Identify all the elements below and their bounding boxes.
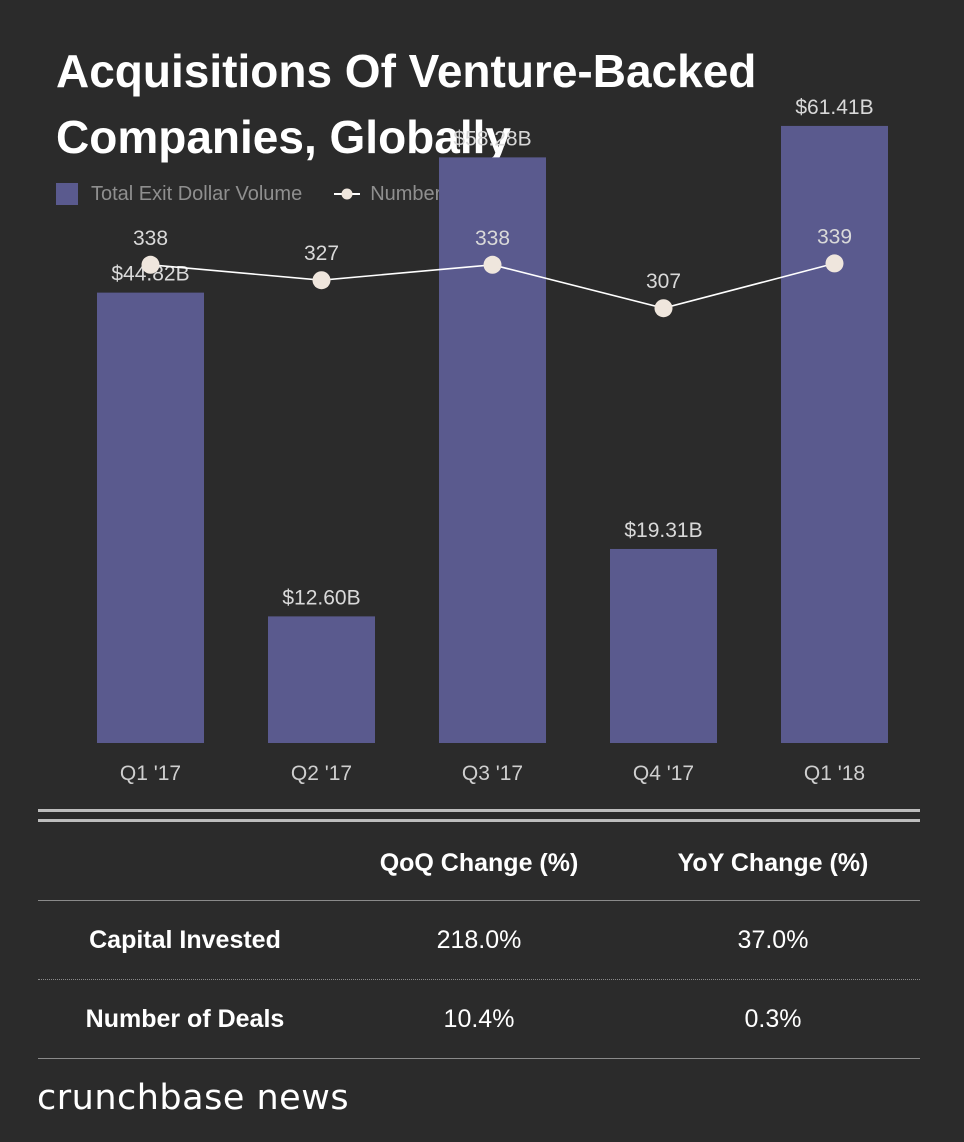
x-tick-label: Q1 '18 <box>804 762 865 785</box>
table-header-row: QoQ Change (%) YoY Change (%) <box>38 826 920 901</box>
bar <box>268 616 375 743</box>
deals-point <box>654 299 673 318</box>
deals-value-label: 339 <box>817 225 852 248</box>
x-tick-label: Q2 '17 <box>291 762 352 785</box>
change-table: QoQ Change (%) YoY Change (%) Capital In… <box>38 826 920 1059</box>
deals-value-label: 338 <box>133 227 168 250</box>
divider-top <box>38 809 920 812</box>
legend-bar-label: Total Exit Dollar Volume <box>91 182 303 205</box>
table-row: Capital Invested 218.0% 37.0% <box>38 901 920 980</box>
deals-value-label: 338 <box>475 227 510 250</box>
deals-value-label: 307 <box>646 270 681 293</box>
deals-point <box>141 255 160 274</box>
deals-point <box>312 271 331 290</box>
x-tick-label: Q1 '17 <box>120 762 181 785</box>
chart-title: Acquisitions Of Venture-Backed Companies… <box>56 45 757 163</box>
bar-value-label: $61.41B <box>795 96 873 119</box>
bar-value-label: $12.60B <box>282 586 360 609</box>
x-tick-label: Q4 '17 <box>633 762 694 785</box>
deals-point <box>825 254 844 273</box>
legend-bar-swatch <box>56 183 78 205</box>
bar-value-label: $44.82B <box>111 263 189 286</box>
bar <box>610 548 717 743</box>
table-header-yoy: YoY Change (%) <box>677 848 869 877</box>
bar-value-label: $58.28B <box>453 127 531 150</box>
deals-point <box>483 255 502 274</box>
number-of-deals-yoy: 0.3% <box>744 1004 802 1033</box>
x-tick-label: Q3 '17 <box>462 762 523 785</box>
number-of-deals-qoq: 10.4% <box>443 1004 515 1033</box>
capital-invested-qoq: 218.0% <box>436 925 522 954</box>
row-label-capital-invested: Capital Invested <box>89 925 281 954</box>
bar-value-label: $19.31B <box>624 519 702 542</box>
row-label-number-of-deals: Number of Deals <box>85 1004 285 1033</box>
legend-line-marker-icon <box>334 188 361 200</box>
table-header-qoq: QoQ Change (%) <box>379 848 579 877</box>
crunchbase-news-logo: crunchbase news <box>37 1078 350 1118</box>
deals-value-label: 327 <box>304 242 339 265</box>
combo-chart: $44.82B Q1 '17 $12.60B Q2 '17 $58.28B Q3 '17 $… <box>97 96 888 785</box>
divider-bottom <box>38 819 920 822</box>
capital-invested-yoy: 37.0% <box>737 925 809 954</box>
table-row: Number of Deals 10.4% 0.3% <box>38 980 920 1059</box>
bar <box>97 292 204 743</box>
bar <box>781 125 888 744</box>
bar <box>439 157 546 743</box>
